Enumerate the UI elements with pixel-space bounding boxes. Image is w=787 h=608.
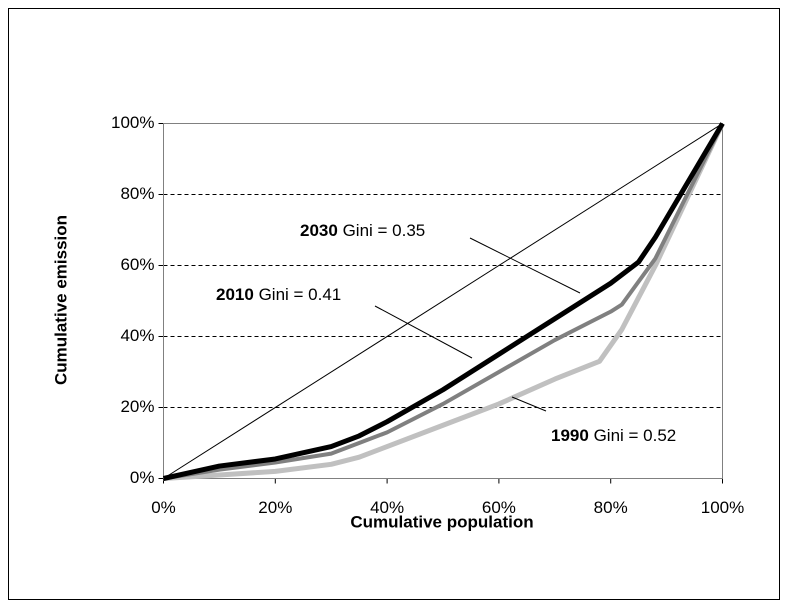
series-name: 2010 [216,285,254,304]
annotation-text: Gini = 0.52 [594,426,677,445]
leader-line [374,305,473,359]
y-tick-label: 100% [111,113,154,132]
annotation: 1990 Gini = 0.52 [551,426,676,445]
leader-line [511,396,547,412]
plot-border [163,123,723,479]
annotation: 2010 Gini = 0.41 [216,285,341,304]
annotation: 2030 Gini = 0.35 [300,221,425,240]
series-line [163,122,725,481]
series-line [163,123,723,479]
x-tick-label: 60% [482,498,516,517]
y-tick-label: 80% [120,184,154,203]
x-axis-label: Cumulative population [350,512,533,531]
y-tick-label: 0% [130,468,155,487]
series-line [163,122,725,481]
x-tick-label: 40% [370,498,404,517]
series-name: 2030 [300,221,338,240]
y-tick-label: 20% [120,397,154,416]
x-tick-label: 80% [594,498,628,517]
y-axis-label: Cumulative emission [51,215,70,385]
x-tick-label: 20% [258,498,292,517]
annotation-text: Gini = 0.35 [343,221,426,240]
chart-border [8,8,780,600]
series-line [162,122,725,481]
leader-line [469,237,581,294]
y-tick-label: 40% [120,326,154,345]
lines [162,122,725,481]
y-tick-label: 60% [120,255,154,274]
annotation-text: Gini = 0.41 [259,285,342,304]
series-name: 1990 [551,426,589,445]
x-tick-label: 100% [701,498,744,517]
x-tick-label: 0% [151,498,176,517]
